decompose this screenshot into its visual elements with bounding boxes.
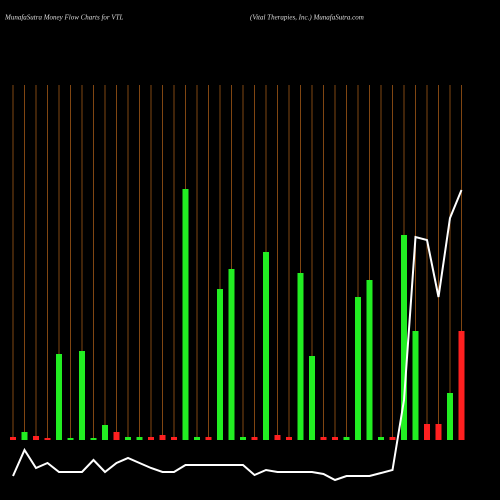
bar [240,437,246,440]
bar [136,437,143,440]
bar [90,438,97,440]
bar [274,435,281,440]
bar [205,437,212,440]
bar [389,437,396,440]
bar [424,424,430,440]
chart-title: MunafaSutra Money Flow Charts for VTL [4,14,124,22]
bar [102,425,108,440]
bar [297,273,304,440]
bar [343,437,350,440]
bar [10,437,16,440]
bar [171,437,177,440]
bar [148,437,154,440]
bar [194,437,200,440]
bar [67,438,74,440]
bar [447,393,453,440]
bar [320,437,327,440]
bar [182,189,189,440]
bar [435,424,442,440]
bar [21,432,28,440]
bar [458,331,465,440]
bar [217,289,223,440]
bar [412,331,419,440]
bar [355,297,361,440]
bar [366,280,373,440]
bar [113,432,120,440]
bar [378,437,384,440]
money-flow-line [12,189,463,482]
bar [251,437,258,440]
bar [56,354,62,440]
bar [33,436,39,440]
bar [309,356,315,440]
bar [263,252,269,440]
bar [159,435,166,440]
chart-subtitle: (Vital Therapies, Inc.) MunafaSutra.com [250,14,364,22]
bar [44,438,51,440]
bar [125,437,131,440]
bar [401,235,407,440]
bar [228,269,235,440]
bar [332,437,338,440]
bar [286,437,292,440]
bar [79,351,85,440]
